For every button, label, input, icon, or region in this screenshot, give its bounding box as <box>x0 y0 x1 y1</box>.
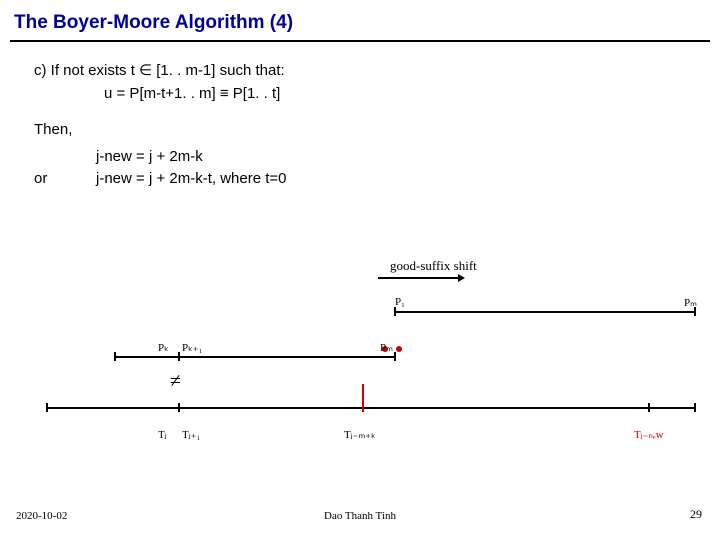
shift-arrow <box>378 277 458 279</box>
label-Pm: Pₘ <box>380 341 393 354</box>
footer-page: 29 <box>690 507 702 522</box>
label-P1: P₁ <box>395 296 405 308</box>
tick <box>394 307 396 316</box>
label-Pk1: Pₖ₊₁ <box>182 341 202 354</box>
label-Tj1: Tⱼ₊₁ <box>182 428 200 441</box>
jnew-expr-2: j-new = j + 2m-k-t, where t=0 <box>96 168 287 191</box>
footer-author: Dao Thanh Tinh <box>0 510 720 522</box>
case-c-line: c) If not exists t ∈ [1. . m-1] such tha… <box>34 60 720 83</box>
tick-red <box>362 384 364 412</box>
label-Tj: Tⱼ <box>158 428 167 441</box>
label-Pk: Pₖ <box>158 341 169 354</box>
tick <box>178 352 180 361</box>
or-label: or <box>34 168 96 191</box>
label-Pm: Pₘ <box>684 296 697 309</box>
tick <box>694 403 696 412</box>
label-Tjnew: Tⱼ₋ₙₑw <box>634 428 664 441</box>
then-label: Then, <box>34 119 720 142</box>
label-Tjmk: Tⱼ₋ₘ₊ₖ <box>344 428 376 441</box>
text-bar <box>46 407 694 409</box>
bullet-icon <box>396 346 402 352</box>
tick <box>114 352 116 361</box>
good-suffix-label: good-suffix shift <box>390 258 477 274</box>
tick <box>648 403 650 412</box>
body-content: c) If not exists t ∈ [1. . m-1] such tha… <box>0 42 720 191</box>
pattern-new-bar <box>394 311 694 313</box>
tick <box>178 403 180 412</box>
u-equation: u = P[m-t+1. . m] ≡ P[1. . t] <box>34 83 720 106</box>
pattern-old-bar <box>114 356 394 358</box>
page-title: The Boyer-Moore Algorithm (4) <box>0 0 720 34</box>
shift-arrow-head <box>458 274 465 282</box>
tick <box>46 403 48 412</box>
not-equal-icon: ≠ <box>170 370 181 393</box>
jnew-expr-1: j-new = j + 2m-k <box>34 142 720 169</box>
tick <box>394 352 396 361</box>
